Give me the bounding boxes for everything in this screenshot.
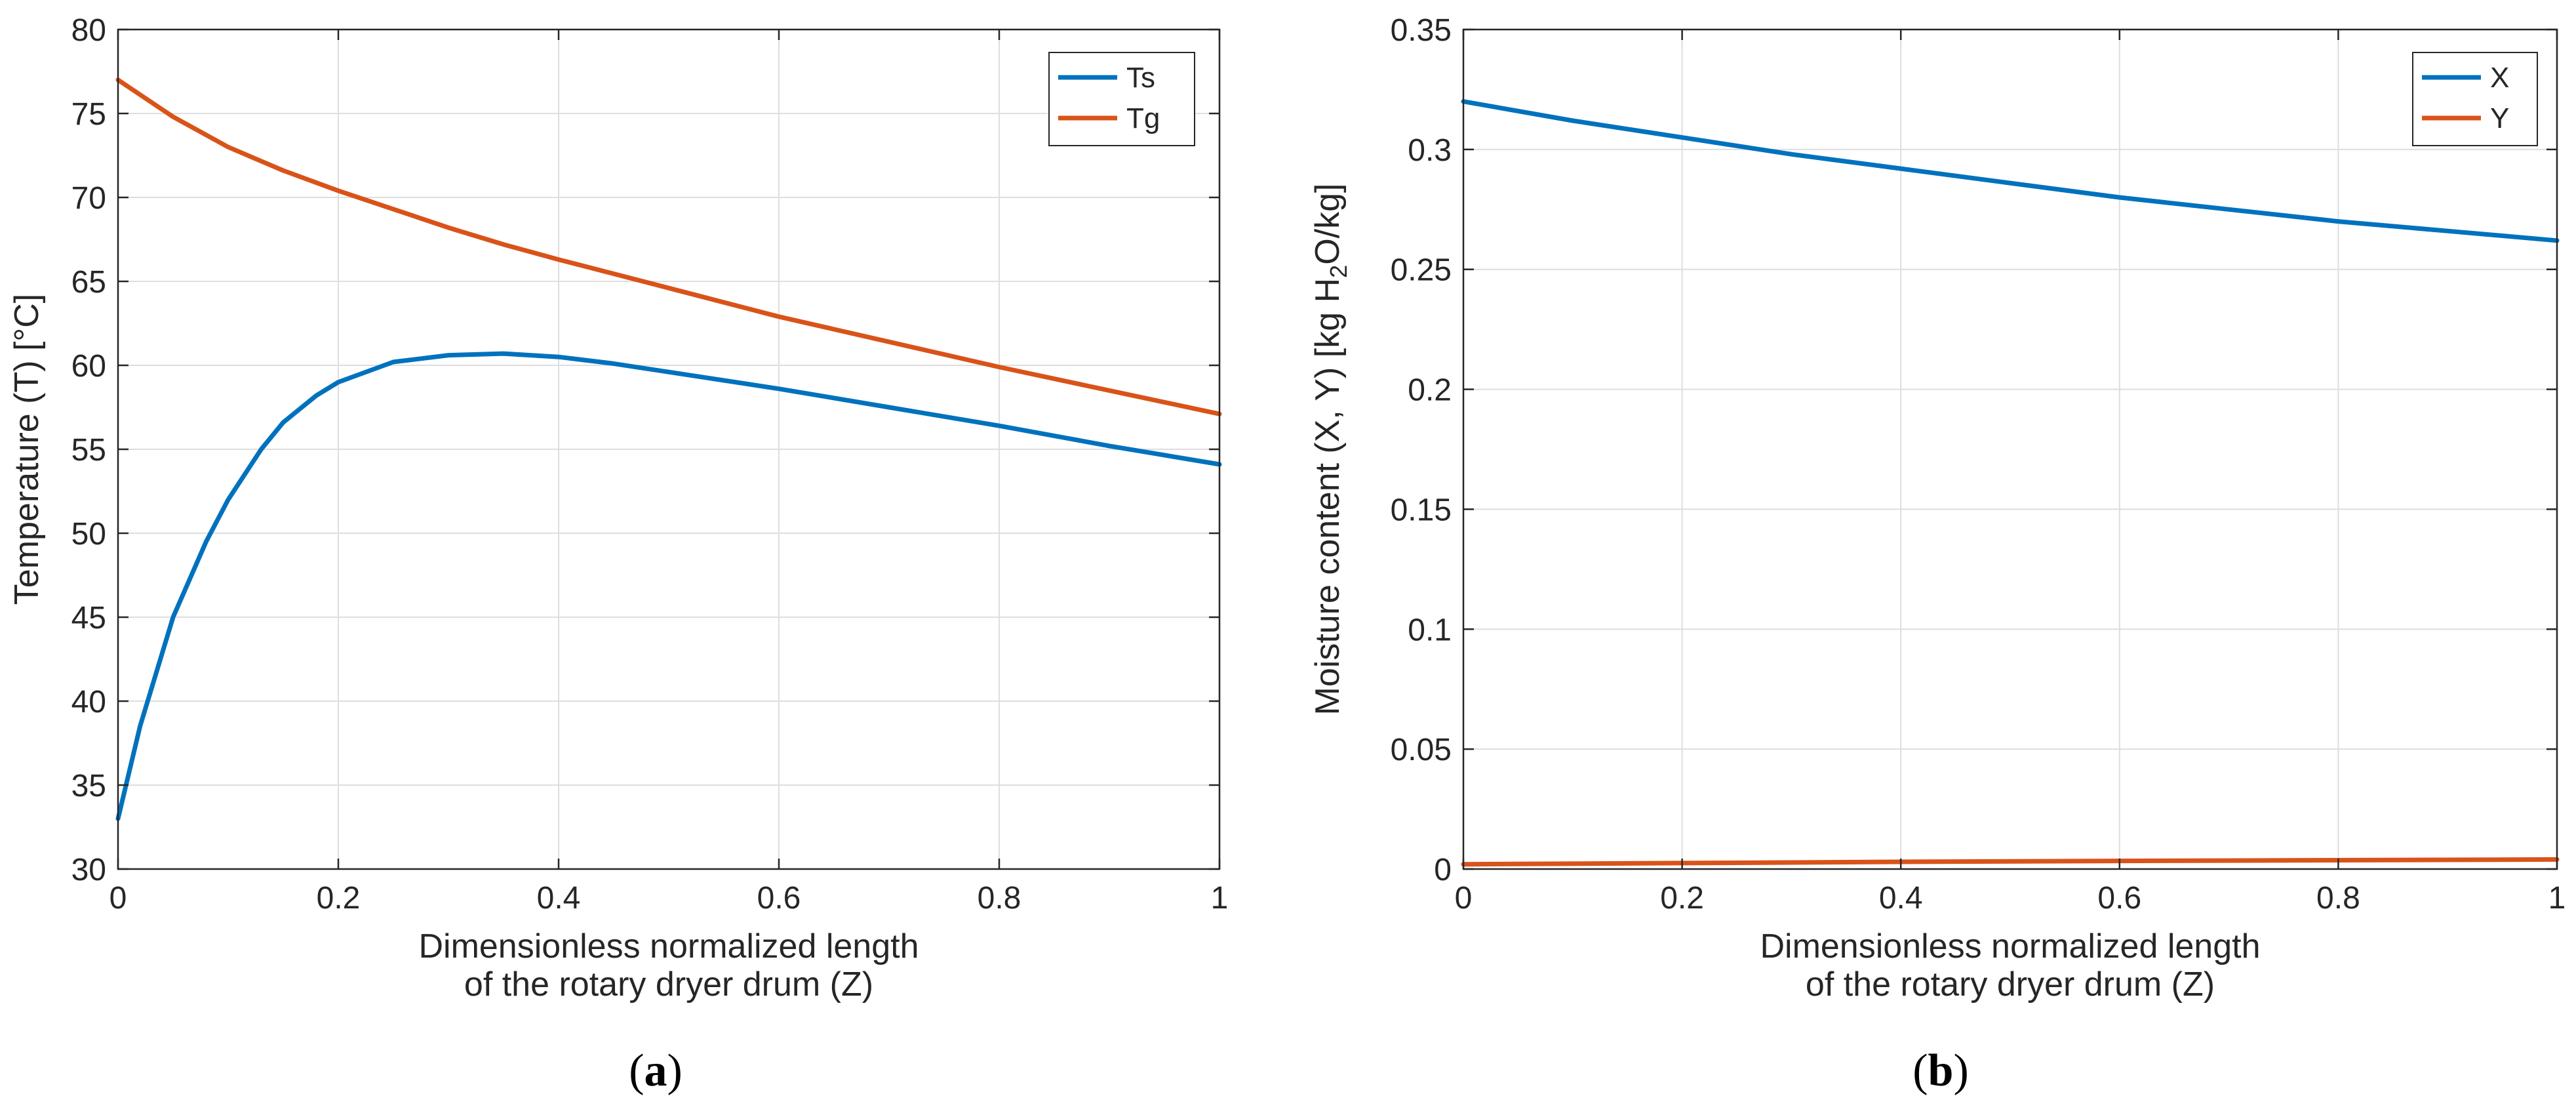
chart-a-temperature: 0 0.2 0.4 0.6 0.8 1 30 35 40 45 50 55 60 65 70 75 80 Dime… bbox=[8, 13, 1228, 1096]
series-line-y bbox=[1461, 857, 2560, 867]
y-tick-label: 0.05 bbox=[1391, 733, 1452, 767]
y-tick-label: 30 bbox=[71, 853, 106, 887]
series-line-ts bbox=[115, 351, 1222, 821]
x-tick-label: 0 bbox=[1455, 881, 1473, 916]
y-tick-label: 75 bbox=[71, 97, 106, 132]
x-axis-label-line-2: of the rotary dryer drum (Z) bbox=[1806, 965, 2215, 1004]
y-tick-label: 0.15 bbox=[1391, 493, 1452, 527]
series-line-x bbox=[1461, 99, 2560, 243]
x-axis-label-line-1: Dimensionless normalized length bbox=[418, 927, 919, 965]
y-tick-label: 0.25 bbox=[1391, 253, 1452, 288]
y-tick-label: 0.1 bbox=[1408, 613, 1452, 647]
x-tick-label: 0.8 bbox=[978, 881, 1021, 916]
x-tick-label: 1 bbox=[2548, 881, 2566, 916]
y-axis-label: Moisture content (X, Y) [kg H2O/kg] bbox=[1309, 184, 1352, 716]
y-tick-label: 40 bbox=[71, 685, 106, 720]
y-tick-label: 60 bbox=[71, 349, 106, 384]
x-tick-label: 0.4 bbox=[1879, 881, 1923, 916]
legend-label-x: X bbox=[2490, 62, 2509, 94]
x-tick-label: 0.2 bbox=[1660, 881, 1704, 916]
x-tick-label: 0 bbox=[109, 881, 127, 916]
legend-label-tg: Tg bbox=[1126, 102, 1160, 134]
x-axis-label-line-1: Dimensionless normalized length bbox=[1760, 927, 2260, 965]
y-tick-label: 0.2 bbox=[1408, 373, 1452, 408]
y-tick-label: 65 bbox=[71, 265, 106, 300]
panel-caption: (b) bbox=[1912, 1045, 1969, 1096]
y-tick-label: 0.3 bbox=[1408, 133, 1452, 168]
plot-area bbox=[1463, 30, 2557, 869]
x-axis-label-line-2: of the rotary dryer drum (Z) bbox=[464, 965, 873, 1004]
x-tick-label: 0.2 bbox=[317, 881, 361, 916]
x-tick-label: 1 bbox=[1211, 881, 1229, 916]
x-tick-label: 0.6 bbox=[2097, 881, 2141, 916]
panel-caption: (a) bbox=[629, 1045, 683, 1096]
chart-b-moisture: 0 0.2 0.4 0.6 0.8 1 0 0.05 0.1 0.15 0.2 0.25 0.3 0.35… bbox=[1309, 13, 2566, 1096]
y-axis-label: Temperature (T) [°C] bbox=[8, 294, 46, 605]
legend-label-ts: Ts bbox=[1126, 62, 1155, 94]
y-tick-label: 50 bbox=[71, 517, 106, 552]
y-tick-label: 0.35 bbox=[1391, 13, 1452, 48]
legend-box bbox=[2412, 52, 2538, 146]
legend-label-y: Y bbox=[2490, 102, 2509, 134]
axes-box bbox=[1462, 28, 2558, 870]
y-tick-label: 55 bbox=[71, 433, 106, 468]
y-tick-label: 0 bbox=[1434, 853, 1452, 887]
y-tick-label: 80 bbox=[71, 13, 106, 48]
y-tick-label: 70 bbox=[71, 181, 106, 216]
y-tick-label: 45 bbox=[71, 601, 106, 636]
y-tick-label: 35 bbox=[71, 769, 106, 803]
x-tick-label: 0.8 bbox=[2316, 881, 2360, 916]
x-tick-label: 0.4 bbox=[537, 881, 581, 916]
legend-box bbox=[1048, 52, 1195, 146]
x-tick-label: 0.6 bbox=[757, 881, 801, 916]
series-line-tg bbox=[115, 77, 1222, 416]
